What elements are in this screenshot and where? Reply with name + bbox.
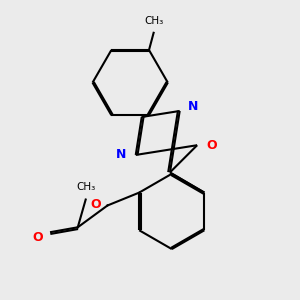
Text: N: N [188,100,198,112]
Text: O: O [90,198,101,211]
Text: N: N [116,148,126,161]
Text: O: O [33,231,44,244]
Text: O: O [207,139,217,152]
Text: CH₃: CH₃ [76,182,95,192]
Text: CH₃: CH₃ [144,16,163,26]
